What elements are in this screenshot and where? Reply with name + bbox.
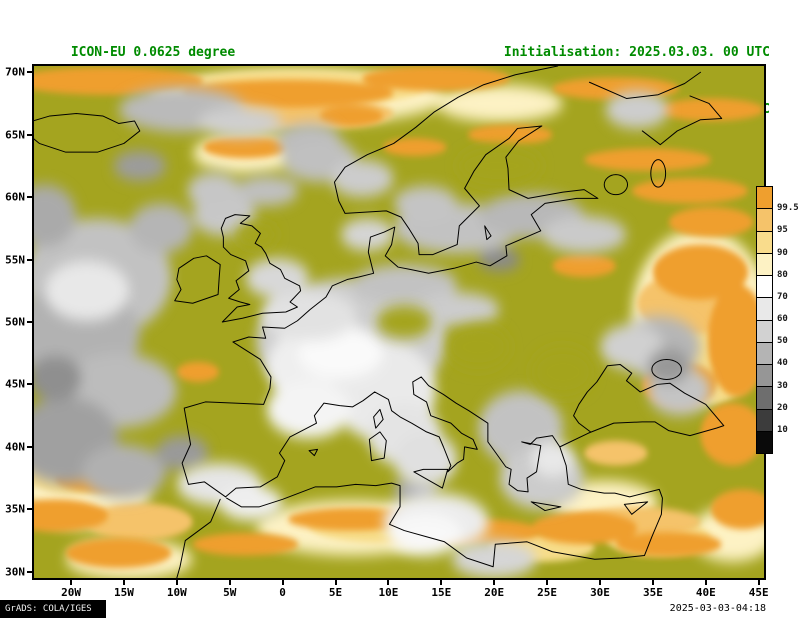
coastline-white-sea bbox=[642, 96, 721, 145]
coastline-ireland bbox=[175, 256, 220, 303]
colorbar-segment-6 bbox=[757, 319, 772, 342]
lat-label-40N: 40N bbox=[5, 440, 25, 454]
lon-label-15E: 15E bbox=[431, 586, 452, 599]
colorbar-label-90: 90 bbox=[777, 247, 788, 258]
lat-label-70N: 70N bbox=[5, 65, 25, 79]
lat-label-65N: 65N bbox=[5, 128, 25, 142]
colorbar-label-50: 50 bbox=[777, 336, 788, 347]
lon-label-5E: 5E bbox=[328, 586, 343, 599]
coastline-mainland-europe bbox=[182, 66, 598, 497]
generation-timestamp: 2025-03-03-04:18 bbox=[669, 603, 766, 614]
coastline-sicily bbox=[414, 469, 448, 488]
colorbar-label-40: 40 bbox=[777, 358, 788, 369]
model-title: ICON-EU 0.0625 degree bbox=[70, 45, 236, 60]
lat-label-60N: 60N bbox=[5, 190, 25, 204]
colorbar-segment-9 bbox=[757, 386, 772, 409]
coastline-cyprus bbox=[624, 502, 647, 514]
coastline-turkey-africa bbox=[227, 447, 663, 567]
colorbar-segment-2 bbox=[757, 230, 772, 253]
lon-label-15W: 15W bbox=[113, 586, 134, 599]
lat-label-30N: 30N bbox=[5, 565, 25, 579]
init-time: Initialisation: 2025.03.03. 00 UTC bbox=[503, 45, 770, 60]
colorbar-label-95: 95 bbox=[777, 225, 788, 236]
lon-label-25E: 25E bbox=[537, 586, 558, 599]
colorbar-segment-11 bbox=[757, 430, 772, 453]
colorbar-segment-7 bbox=[757, 341, 772, 364]
coastline-gotland bbox=[485, 226, 491, 240]
cloud-layer-white bbox=[44, 218, 574, 556]
lon-label-45E: 45E bbox=[748, 586, 769, 599]
colorbar-labels: 99.5 95 90 80 70 60 50 40 30 20 10 bbox=[777, 186, 800, 452]
coastline-great-britain bbox=[221, 215, 300, 322]
coastline-morocco bbox=[177, 499, 220, 578]
lon-label-40E: 40E bbox=[695, 586, 716, 599]
colorbar-label-30: 30 bbox=[777, 380, 788, 391]
colorbar bbox=[756, 186, 773, 454]
lake-ladoga bbox=[604, 175, 627, 195]
colorbar-label-20: 20 bbox=[777, 402, 788, 413]
lat-label-45N: 45N bbox=[5, 377, 25, 391]
colorbar-segment-4 bbox=[757, 275, 772, 298]
grads-credit: GrADS: COLA/IGES bbox=[0, 600, 106, 618]
coastline-mediterranean-blacksea bbox=[225, 364, 723, 496]
colorbar-label-70: 70 bbox=[777, 291, 788, 302]
coastline-kola bbox=[589, 72, 700, 98]
coastline-corsica bbox=[374, 409, 384, 428]
lon-label-5W: 5W bbox=[223, 586, 237, 599]
cloud-cover-map bbox=[34, 66, 764, 578]
lon-label-35E: 35E bbox=[642, 586, 663, 599]
colorbar-label-80: 80 bbox=[777, 269, 788, 280]
colorbar-segment-0 bbox=[757, 187, 772, 209]
colorbar-label-60: 60 bbox=[777, 314, 788, 324]
map-area bbox=[32, 64, 766, 580]
colorbar-segment-1 bbox=[757, 208, 772, 231]
colorbar-segment-8 bbox=[757, 364, 772, 387]
colorbar-label-99.5: 99.5 bbox=[777, 203, 799, 214]
lat-label-35N: 35N bbox=[5, 502, 25, 516]
clear-sky-patches bbox=[235, 145, 595, 397]
lon-label-10W: 10W bbox=[166, 586, 187, 599]
coastlines bbox=[34, 66, 724, 578]
lon-label-0: 0 bbox=[279, 586, 286, 599]
coastline-sardinia bbox=[369, 432, 386, 461]
lat-label-55N: 55N bbox=[5, 253, 25, 267]
colorbar-segment-10 bbox=[757, 408, 772, 431]
lon-label-20W: 20W bbox=[61, 586, 81, 599]
colorbar-label-10: 10 bbox=[777, 424, 788, 435]
lon-label-20E: 20E bbox=[484, 586, 505, 599]
coastline-iceland bbox=[34, 113, 140, 152]
colorbar-segment-5 bbox=[757, 297, 772, 320]
lon-label-10E: 10E bbox=[378, 586, 399, 599]
lat-label-50N: 50N bbox=[5, 315, 25, 329]
coastline-mallorca bbox=[309, 449, 317, 455]
lon-label-30E: 30E bbox=[590, 586, 610, 599]
lake-onega bbox=[651, 160, 666, 187]
coastline-crete bbox=[531, 502, 561, 511]
sea-of-azov bbox=[652, 359, 682, 379]
colorbar-segment-3 bbox=[757, 252, 772, 275]
